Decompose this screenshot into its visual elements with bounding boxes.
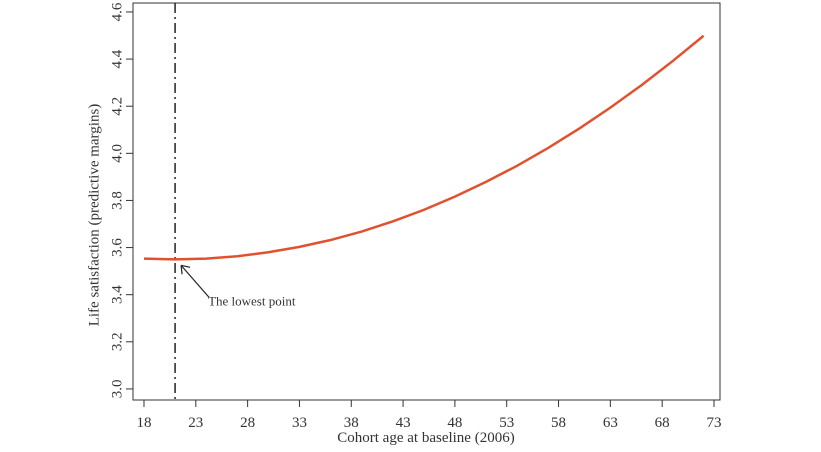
x-tick-label: 73 bbox=[706, 415, 721, 431]
line-series bbox=[143, 34, 705, 261]
y-tick-label: 4.2 bbox=[109, 97, 125, 116]
y-tick-label: 3.8 bbox=[109, 191, 125, 210]
x-tick-label: 63 bbox=[603, 415, 618, 431]
y-tick-label: 3.2 bbox=[109, 332, 125, 351]
annotation: The lowest point bbox=[208, 293, 296, 308]
y-tick-label: 3.0 bbox=[109, 380, 125, 399]
x-tick-label: 28 bbox=[240, 415, 255, 431]
x-tick-label: 18 bbox=[136, 415, 151, 431]
y-tick-label: 3.4 bbox=[109, 285, 125, 304]
x-tick-label: 48 bbox=[447, 415, 462, 431]
y-tick-label: 4.6 bbox=[109, 2, 125, 21]
annotation-arrow bbox=[180, 264, 210, 298]
x-tick-label: 43 bbox=[396, 415, 411, 431]
x-tick-label: 68 bbox=[655, 415, 670, 431]
y-tick-label: 4.0 bbox=[109, 144, 125, 163]
x-tick-label: 23 bbox=[188, 415, 203, 431]
x-tick-label: 38 bbox=[344, 415, 359, 431]
x-axis-label: Cohort age at baseline (2006) bbox=[337, 430, 514, 446]
plot-frame bbox=[132, 2, 721, 401]
y-tick-label: 4.4 bbox=[109, 49, 125, 68]
y-axis-label: Life satisfaction (predictive margins) bbox=[86, 104, 102, 327]
x-tick-label: 53 bbox=[499, 415, 514, 431]
x-tick-label: 58 bbox=[551, 415, 566, 431]
y-tick-label: 3.6 bbox=[109, 238, 125, 257]
x-tick-label: 33 bbox=[292, 415, 307, 431]
